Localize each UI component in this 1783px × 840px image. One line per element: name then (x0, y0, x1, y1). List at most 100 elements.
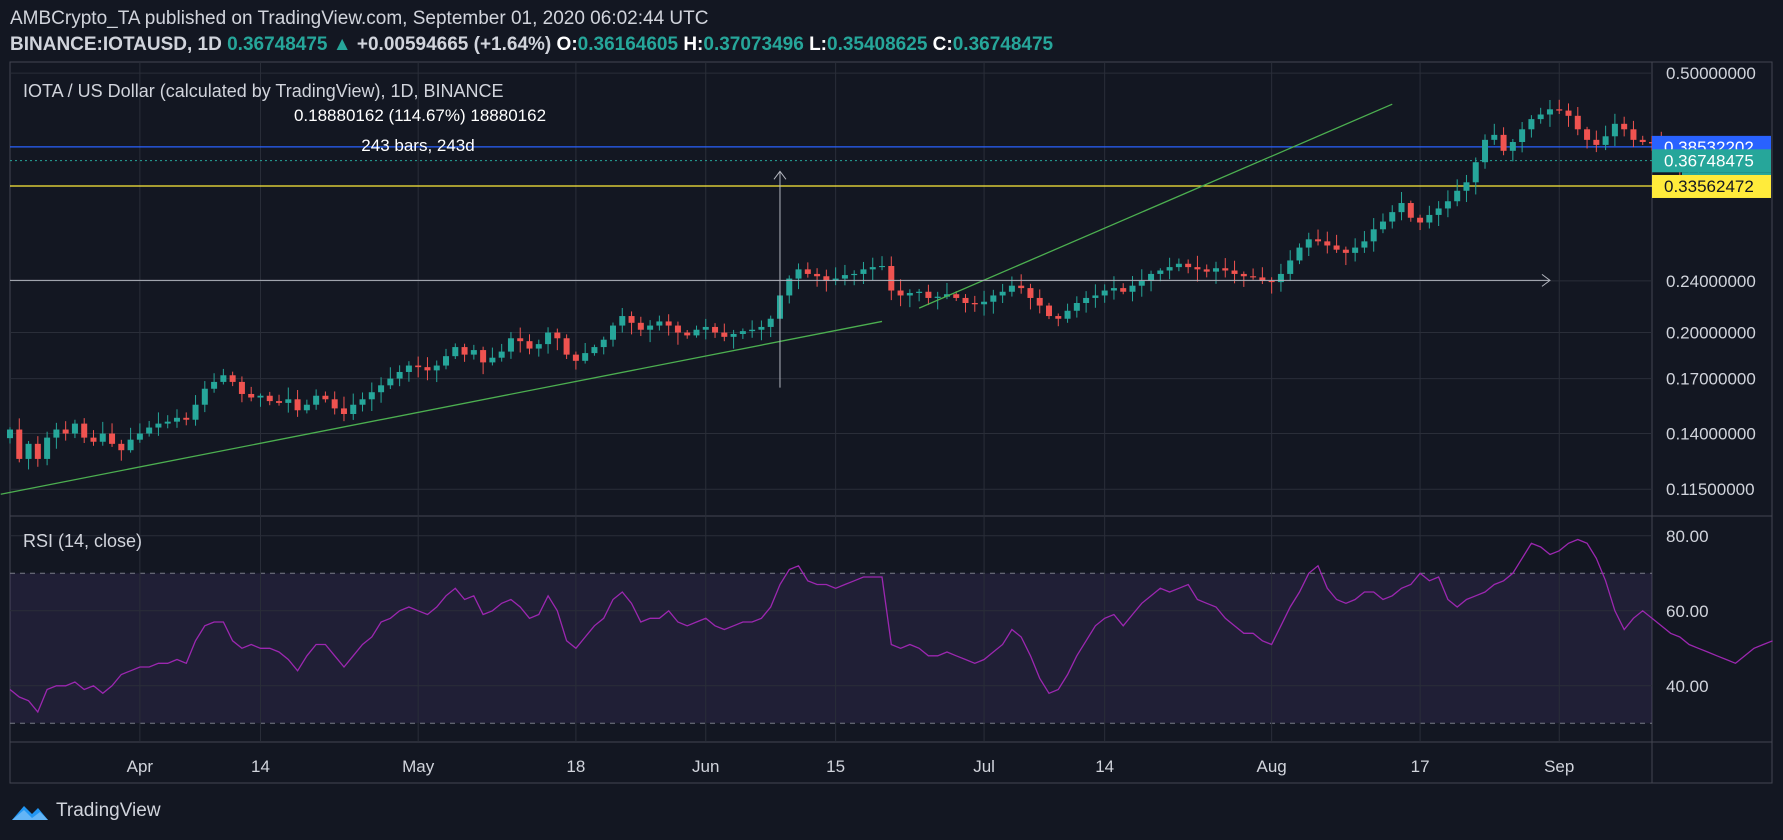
price-change: +0.00594665 (+1.64%) (356, 34, 552, 55)
candle-body (526, 341, 533, 349)
candle-body (730, 333, 737, 337)
price-tick-label: 0.20000000 (1666, 324, 1756, 343)
candle-body (1398, 203, 1405, 213)
candle-body (517, 338, 524, 342)
candle-body (99, 433, 106, 442)
candle-body (758, 326, 765, 330)
candle-body (387, 378, 394, 386)
candle-body (832, 278, 839, 281)
price-tick-label: 0.17000000 (1666, 370, 1756, 389)
price-tick-label: 0.50000000 (1666, 64, 1756, 83)
candle-body (925, 291, 932, 298)
rsi-tick-label: 40.00 (1666, 677, 1709, 696)
candle-body (1370, 229, 1377, 242)
candle-body (1379, 221, 1386, 230)
candle-body (1509, 142, 1516, 151)
candle-body (201, 388, 208, 405)
candle-body (248, 393, 255, 398)
candle-body (350, 404, 357, 415)
candle-body (1639, 139, 1646, 143)
candle-body (1110, 288, 1117, 291)
candle-body (591, 347, 598, 354)
candle-body (1565, 110, 1572, 116)
candle-body (331, 399, 338, 409)
time-tick-label: Aug (1257, 757, 1287, 776)
candle-body (1333, 245, 1340, 250)
candle-body (173, 417, 180, 422)
candle-body (146, 427, 153, 434)
price-tick-label: 0.24000000 (1666, 272, 1756, 291)
last-price-tag: 0.36748475 (1664, 151, 1754, 170)
tradingview-brand[interactable]: TradingView (10, 800, 161, 822)
candle-body (786, 278, 793, 296)
candle-body (739, 331, 746, 334)
candle-body (1435, 208, 1442, 215)
candle-body (1231, 270, 1238, 274)
candle-body (507, 338, 514, 352)
candle-body (285, 399, 292, 403)
candle-body (563, 338, 570, 355)
candle-body (749, 329, 756, 332)
candle-body (34, 443, 41, 459)
candle-body (1027, 288, 1034, 298)
candle-body (1417, 217, 1424, 223)
candle-body (368, 392, 375, 400)
time-tick-label: May (402, 757, 435, 776)
support-price-tag-bg (1652, 174, 1771, 198)
candle-body (916, 291, 923, 293)
time-tick-label: 14 (251, 757, 270, 776)
candle-body (851, 273, 858, 276)
candle-body (535, 344, 542, 349)
candle-body (1287, 260, 1294, 274)
price-pane-title: IOTA / US Dollar (calculated by TradingV… (23, 81, 504, 101)
candle-body (1593, 139, 1600, 145)
candle-body (1008, 285, 1015, 292)
candle-body (674, 325, 681, 333)
time-tick-label: Jun (692, 757, 719, 776)
candle-body (118, 443, 125, 451)
candle-body (229, 375, 236, 382)
publisher-line: AMBCrypto_TA published on TradingView.co… (10, 8, 709, 29)
candle-body (192, 404, 199, 420)
candle-body (1621, 123, 1628, 130)
candle-body (906, 292, 913, 296)
candle-body (934, 296, 941, 298)
candle-body (619, 316, 626, 326)
last-price-tag-bg (1652, 149, 1771, 173)
candle-body (609, 325, 616, 340)
candle-body (1101, 290, 1108, 296)
price-tick-label: 0.11500000 (1666, 480, 1755, 499)
candle-body (1157, 270, 1164, 274)
candle-body (415, 365, 422, 368)
candle-body (1574, 115, 1581, 130)
candle-body (136, 433, 143, 440)
chart-frame (9, 61, 1773, 784)
candle-body (16, 429, 23, 459)
symbol: BINANCE:IOTAUSD, 1D (10, 34, 222, 55)
candle-body (480, 350, 487, 363)
candle-body (1463, 182, 1470, 191)
high-value: 0.37073496 (703, 34, 804, 55)
measure-up-arrow-icon (773, 170, 787, 180)
time-tick-label: Sep (1544, 757, 1574, 776)
candle-body (1240, 273, 1247, 277)
candle-body (220, 375, 227, 382)
candle-body (721, 332, 728, 337)
candle-body (44, 437, 51, 459)
measure-bars-text: 243 bars, 243d (361, 136, 474, 155)
candle-body (804, 269, 811, 274)
up-arrow-icon: ▲ (332, 34, 352, 55)
candle-body (823, 276, 830, 281)
symbol-line: BINANCE:IOTAUSD, 1D 0.36748475 ▲ +0.0059… (10, 32, 1053, 58)
close-label: C: (932, 34, 953, 55)
candle-body (461, 347, 468, 355)
time-tick-label: 18 (566, 757, 585, 776)
candle-body (600, 339, 607, 348)
candle-body (470, 350, 477, 355)
trendline (918, 103, 1393, 309)
candle-body (424, 367, 431, 371)
candle-body (1055, 316, 1062, 319)
chart-canvas[interactable]: 0.50000000 0.24000000 0.20000000 0.17000000… (0, 0, 1783, 790)
candle-body (1083, 297, 1090, 304)
brand-label: TradingView (56, 800, 161, 821)
